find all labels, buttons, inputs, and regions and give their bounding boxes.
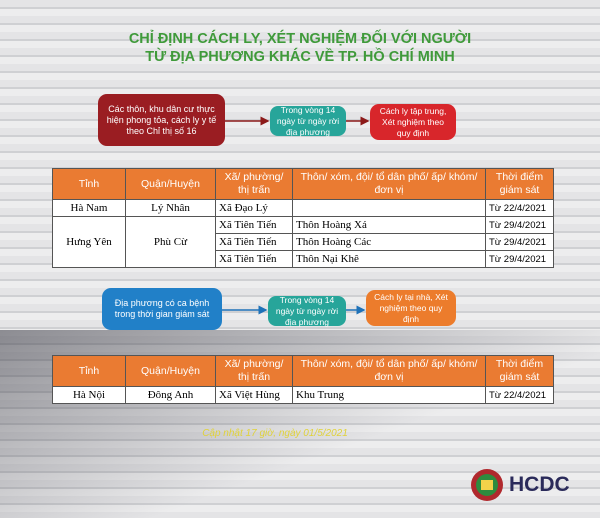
- district-cell: Lý Nhân: [125, 199, 216, 217]
- district-cell: Phù Cừ: [125, 216, 216, 268]
- date-cell: Từ 29/4/2021: [485, 216, 554, 234]
- table: Tỉnh Quận/Huyện Xã/ phường/ thị trấn Thôn/ …: [52, 168, 554, 268]
- update-note: Cập nhật 17 giờ, ngày 01/5/2021: [202, 428, 348, 439]
- ward-cell: Xã Việt Hùng: [215, 386, 293, 404]
- header-cell: Thời điểm giám sát: [485, 355, 554, 387]
- header-cell: Thôn/ xóm, đội/ tổ dân phố/ ấp/ khóm/ đơ…: [292, 168, 486, 200]
- hamlet-cell: Khu Trung: [292, 386, 486, 404]
- logo-icon: [471, 469, 503, 501]
- header-cell: Quận/Huyện: [125, 355, 216, 387]
- header-cell: Tỉnh: [52, 168, 126, 200]
- title: CHỈ ĐỊNH CÁCH LY, XÉT NGHIỆM ĐỐI VỚI NGƯ…: [128, 31, 472, 47]
- flow-action: Cách ly tập trung, Xét nghiệm theo quy đ…: [370, 104, 456, 140]
- row: Hà Nam Lý Nhân Xã Đạo Lý Từ 22/4/2021: [52, 199, 554, 217]
- hamlet-cell: [292, 199, 486, 217]
- title: TỪ ĐỊA PHƯƠNG KHÁC VỀ TP. HỒ CHÍ MINH: [145, 49, 455, 65]
- date-cell: Từ 29/4/2021: [485, 250, 554, 268]
- date-cell: Từ 22/4/2021: [485, 386, 554, 404]
- flow-condition: Trong vòng 14 ngày từ ngày rời địa phươn…: [270, 105, 346, 137]
- row: Hưng Yên Phù Cừ Xã Tiên Tiến Thôn Hoàng Xá T…: [52, 216, 554, 268]
- flow-source: Địa phương có ca bệnh trong thời gian gi…: [102, 288, 222, 330]
- header-cell: Xã/ phường/ thị trấn: [215, 355, 293, 387]
- logo-text: HCDC: [509, 473, 570, 496]
- flow-action: Cách ly tại nhà, Xét nghiệm theo quy địn…: [366, 290, 456, 326]
- header-cell: Quận/Huyện: [125, 168, 216, 200]
- table: Tỉnh Quận/Huyện Xã/ phường/ thị trấn Thôn/ …: [52, 355, 554, 404]
- flow-source: Các thôn, khu dân cư thực hiện phong tỏa…: [98, 94, 225, 146]
- header-row: Tỉnh Quận/Huyện Xã/ phường/ thị trấn Thôn/ …: [52, 168, 554, 200]
- ward-cell: Xã Tiên Tiến: [215, 250, 293, 268]
- hamlet-cell: Thôn Hoàng Xá: [292, 216, 486, 234]
- ward-cell: Xã Tiên Tiến: [215, 233, 293, 251]
- header-row: Tỉnh Quận/Huyện Xã/ phường/ thị trấn Thôn/ …: [52, 355, 554, 387]
- flow-condition: Trong vòng 14 ngày từ ngày rời địa phươn…: [268, 295, 346, 327]
- header-cell: Xã/ phường/ thị trấn: [215, 168, 293, 200]
- province-cell: Hà Nội: [52, 386, 126, 404]
- header-cell: Tỉnh: [52, 355, 126, 387]
- hamlet-cell: Thôn Nại Khê: [292, 250, 486, 268]
- header-cell: Thôn/ xóm, đội/ tổ dân phố/ ấp/ khóm/ đơ…: [292, 355, 486, 387]
- date-cell: Từ 29/4/2021: [485, 233, 554, 251]
- province-cell: Hà Nam: [52, 199, 126, 217]
- header-cell: Thời điểm giám sát: [485, 168, 554, 200]
- date-cell: Từ 22/4/2021: [485, 199, 554, 217]
- province-cell: Hưng Yên: [52, 216, 126, 268]
- district-cell: Đông Anh: [125, 386, 216, 404]
- row: Xã Tiên Tiến Thôn Nại Khê Từ 29/4/2021: [53, 250, 554, 268]
- logo: HCDC: [470, 468, 570, 502]
- hamlet-cell: Thôn Hoàng Các: [292, 233, 486, 251]
- ward-cell: Xã Tiên Tiến: [215, 216, 293, 234]
- row: Hà Nội Đông Anh Xã Việt Hùng Khu Trung Từ 22…: [52, 386, 554, 404]
- ward-cell: Xã Đạo Lý: [215, 199, 293, 217]
